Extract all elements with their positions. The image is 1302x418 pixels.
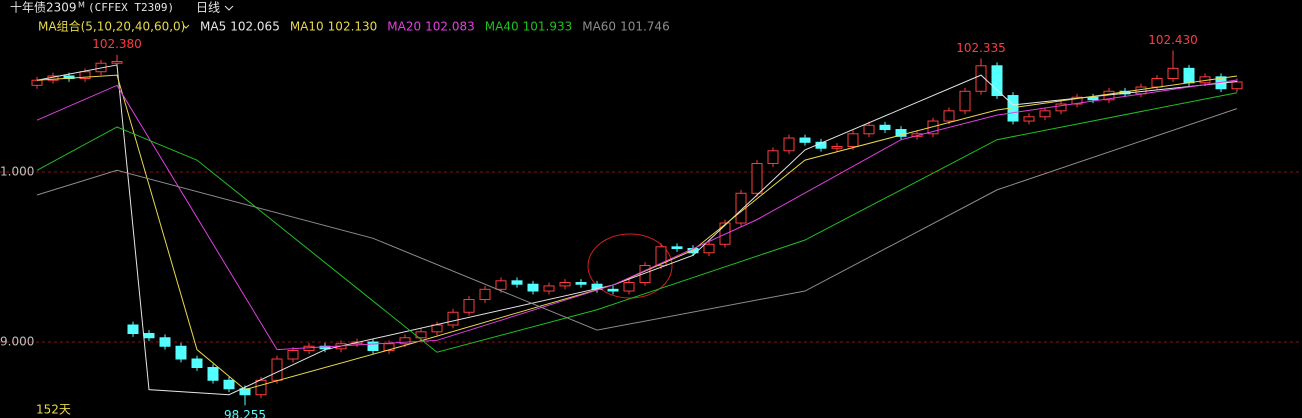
candle-body <box>1039 110 1051 118</box>
candle-body <box>1183 67 1195 84</box>
candle-body <box>1023 116 1035 122</box>
legend-name: MA20 <box>387 20 421 34</box>
candle-body <box>671 246 683 250</box>
dropdown-icon[interactable] <box>224 5 234 11</box>
candle-body <box>271 358 283 381</box>
candle-body <box>991 65 1003 97</box>
title: 十年债2309 <box>10 1 77 15</box>
legend-value: 101.933 <box>523 20 573 34</box>
candle-body <box>159 337 171 347</box>
candle-body <box>767 150 779 165</box>
code: (CFFEX T2309) <box>88 1 174 14</box>
candle-body <box>191 358 203 369</box>
ma-label: MA组合(5,10,20,40,60,0) <box>38 19 185 34</box>
candle-body <box>79 71 91 80</box>
ma-dropdown[interactable] <box>182 24 190 29</box>
candle-body <box>847 133 859 148</box>
candle-body <box>463 299 475 313</box>
candle-body <box>879 124 891 131</box>
legend-name: MA60 <box>582 20 616 34</box>
candle-body <box>1151 78 1163 88</box>
candle-body <box>255 379 267 396</box>
candle-body <box>783 137 795 152</box>
annotation: 102.430 <box>1148 33 1198 47</box>
candle-body <box>543 285 555 292</box>
candle-body <box>895 129 907 137</box>
candle-body <box>111 61 123 64</box>
candle-body <box>863 124 875 135</box>
candle-body <box>367 341 379 352</box>
ma-line <box>36 74 1238 391</box>
footer: 152天 <box>36 403 71 417</box>
ma-line <box>36 108 1238 331</box>
candle-body <box>127 324 139 335</box>
annotation: 98.255 <box>224 408 266 418</box>
candle-body <box>911 133 923 137</box>
candle-body <box>831 146 843 149</box>
candle-body <box>511 280 523 285</box>
y-tick-label: 9.000 <box>0 335 34 349</box>
candle-body <box>943 110 955 122</box>
candle-body <box>207 367 219 381</box>
legend-name: MA40 <box>485 20 519 34</box>
candle-body <box>399 337 411 345</box>
period: 日线 <box>196 1 220 15</box>
candle-body <box>751 163 763 194</box>
candle-body <box>703 243 715 254</box>
legend-value: 101.746 <box>620 20 670 34</box>
annotation: 102.335 <box>956 41 1006 55</box>
candle-body <box>495 280 507 290</box>
candle-body <box>175 345 187 360</box>
candle-body <box>527 283 539 292</box>
candle-body <box>383 343 395 352</box>
candle-body <box>559 282 571 287</box>
candle-body <box>431 324 443 333</box>
candle-body <box>143 333 155 339</box>
ma-line <box>36 79 1238 351</box>
candle-body <box>799 137 811 143</box>
candle-body <box>735 192 747 224</box>
candle-body <box>607 288 619 292</box>
annotation: 102.380 <box>92 37 142 51</box>
candle-body <box>31 79 43 86</box>
candle-body <box>575 282 587 285</box>
title-sup: M <box>78 1 85 10</box>
ma-line <box>36 92 1238 353</box>
candle-body <box>1167 67 1179 80</box>
candle-body <box>479 288 491 301</box>
candle-body <box>639 265 651 284</box>
legend-name: MA5 <box>200 20 226 34</box>
candle-body <box>927 120 939 135</box>
legend-value: 102.065 <box>230 20 280 34</box>
legend-value: 102.083 <box>425 20 475 34</box>
candle-body <box>287 350 299 360</box>
y-tick-label: 1.000 <box>0 165 34 179</box>
legend-value: 102.130 <box>328 20 378 34</box>
candle-body <box>1071 96 1083 105</box>
candle-body <box>1087 96 1099 101</box>
candle-body <box>655 246 667 267</box>
legend-name: MA10 <box>290 20 324 34</box>
candle-body <box>447 311 459 326</box>
highlight-circle <box>587 233 673 299</box>
candle-body <box>959 90 971 112</box>
candle-body <box>975 65 987 92</box>
candle-body <box>1231 81 1243 90</box>
candle-body <box>1055 103 1067 112</box>
candle-body <box>623 282 635 292</box>
candle-body <box>223 379 235 390</box>
candle-body <box>239 388 251 396</box>
